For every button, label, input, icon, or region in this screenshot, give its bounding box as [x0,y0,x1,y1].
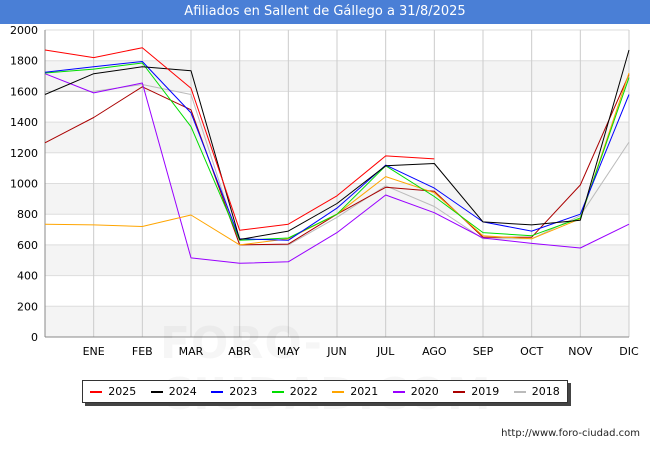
legend-swatch [271,390,284,393]
y-tick-label: 0 [31,331,38,344]
series-line-2023 [44,61,630,241]
legend-label: 2022 [289,385,318,398]
chart-title: Afiliados en Sallent de Gállego a 31/8/2… [0,0,650,24]
series-line-2024 [44,49,630,240]
series-line-2025 [44,47,435,231]
x-tick-label: MAR [179,345,204,358]
legend-item-2021: 2021 [332,385,378,398]
legend-swatch [332,390,345,393]
legend-item-2023: 2023 [211,385,257,398]
legend-label: 2019 [471,385,500,398]
x-tick-label: SEP [473,345,494,358]
series-line-2020 [44,73,630,264]
x-tick-label: AGO [422,345,447,358]
x-tick-label: MAY [277,345,300,358]
x-tick-label: NOV [568,345,593,358]
legend-label: 2018 [531,385,560,398]
y-tick-label: 1200 [10,147,38,160]
legend-label: 2021 [350,385,379,398]
x-tick-label: DIC [619,345,639,358]
y-tick-label: 200 [17,300,38,313]
y-tick-label: 2000 [10,24,38,37]
legend-label: 2025 [108,385,137,398]
legend-item-2019: 2019 [453,385,499,398]
series-line-2022 [44,62,630,241]
x-tick-label: OCT [520,345,543,358]
legend-item-2020: 2020 [392,385,439,398]
y-tick-label: 1000 [10,178,38,191]
legend-item-2025: 2025 [90,385,136,398]
y-tick-label: 1800 [10,55,38,68]
x-tick-label: JUN [326,345,347,358]
legend-swatch [90,390,103,393]
y-tick-label: 1400 [10,116,38,129]
legend-item-2022: 2022 [271,385,318,398]
x-tick-label: FEB [132,345,153,358]
x-tick-label: JUL [376,345,395,358]
x-tick-label: ABR [228,345,251,358]
legend-item-2018: 2018 [513,385,560,398]
y-tick-label: 400 [17,270,38,283]
legend-swatch [392,390,405,393]
legend-swatch [211,390,224,393]
legend-item-2024: 2024 [150,385,197,398]
legend-label: 2024 [168,385,197,398]
legend-swatch [453,390,466,393]
legend-label: 2020 [410,385,439,398]
legend-swatch [150,390,163,393]
y-tick-label: 600 [17,239,38,252]
y-tick-label: 800 [17,208,38,221]
legend-label: 2023 [229,385,258,398]
chart-legend: 2025 2024 2023 2022 2021 2020 2019 2018 [82,380,568,403]
x-tick-label: ENE [83,345,105,358]
source-url[interactable]: http://www.foro-ciudad.com [501,428,640,439]
y-tick-label: 1600 [10,85,38,98]
legend-swatch [513,390,526,393]
